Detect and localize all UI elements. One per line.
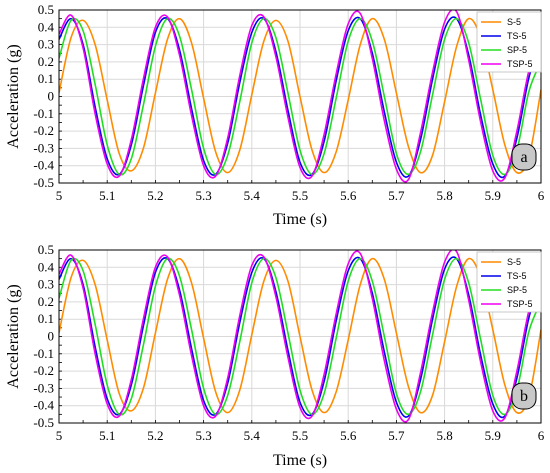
y-tick-label: 0.4: [38, 19, 55, 34]
y-tick-label: -0.5: [33, 415, 54, 430]
panel-badge: [511, 143, 537, 171]
x-tick-label: 5: [56, 428, 63, 443]
y-tick-label: -0.5: [33, 175, 54, 190]
panel-badge: [511, 382, 537, 410]
x-tick-label: 5.3: [195, 428, 211, 443]
x-tick-label: 5.4: [244, 428, 261, 443]
series-line-ts-5: [59, 256, 541, 419]
x-tick-label: 5.4: [244, 188, 261, 203]
legend-label-ts-5: TS-5: [507, 271, 527, 281]
x-tick-label: 5.7: [388, 188, 405, 203]
panel-badge-label: b: [520, 388, 528, 405]
plot-frame: [58, 249, 542, 424]
x-tick-label: 5: [56, 188, 63, 203]
y-tick-label: 0.2: [38, 54, 54, 69]
legend-label-ts-5: TS-5: [507, 31, 527, 41]
y-tick-label: 0.5: [38, 2, 54, 17]
legend-label-s-5: S-5: [507, 257, 521, 267]
legend-label-tsp-5: TSP-5: [507, 299, 533, 309]
legend-label-sp-5: SP-5: [507, 45, 527, 55]
x-tick-label: 5.9: [485, 188, 501, 203]
y-tick-label: -0.4: [33, 398, 54, 413]
y-tick-label: -0.1: [33, 106, 54, 121]
y-tick-label: -0.2: [33, 123, 54, 138]
y-tick-label: 0: [48, 89, 55, 104]
x-tick-label: 6: [538, 428, 545, 443]
series-line-tsp-5: [59, 10, 541, 183]
y-tick-label: -0.1: [33, 346, 54, 361]
panel-badge-label: a: [520, 149, 527, 166]
y-tick-label: 0.1: [38, 311, 54, 326]
series-line-ts-5: [59, 16, 541, 179]
x-tick-label: 5.5: [292, 188, 308, 203]
series-line-tsp-5: [59, 250, 541, 423]
y-tick-label: -0.4: [33, 158, 54, 173]
chart-panel-b: 5 5.1 5.2 5.3 5.4 5.5 5.6 5.7 5.8 5.9 6 0.5 0.4 0.3 0.…: [5, 242, 545, 469]
legend-label-sp-5: SP-5: [507, 285, 527, 295]
legend: S-5 TS-5 SP-5 TSP-5: [476, 251, 542, 313]
x-tick-label: 5.9: [485, 428, 501, 443]
x-tick-label: 5.8: [436, 188, 452, 203]
y-tick-label: 0.4: [38, 259, 55, 274]
x-tick-label: 6: [538, 188, 545, 203]
y-tick-label: 0.5: [38, 242, 54, 257]
y-tick-label: 0: [48, 329, 55, 344]
legend-label-s-5: S-5: [507, 17, 521, 27]
y-tick-label: 0.1: [38, 71, 54, 86]
x-tick-label: 5.2: [147, 428, 163, 443]
x-tick-label: 5.5: [292, 428, 308, 443]
y-tick-label: -0.3: [33, 380, 54, 395]
y-tick-label: -0.2: [33, 363, 54, 378]
y-tick-label: 0.3: [38, 37, 54, 52]
legend: S-5 TS-5 SP-5 TSP-5: [476, 11, 542, 73]
plot-frame: [58, 9, 542, 184]
x-axis-label: Time (s): [273, 452, 327, 469]
y-axis-label: Acceleration (g): [5, 284, 22, 388]
y-axis-label: Acceleration (g): [5, 44, 22, 148]
legend-label-tsp-5: TSP-5: [507, 59, 533, 69]
x-tick-label: 5.1: [99, 188, 115, 203]
x-axis-label: Time (s): [273, 211, 327, 228]
x-tick-label: 5.8: [436, 428, 452, 443]
y-tick-label: -0.3: [33, 140, 54, 155]
x-tick-label: 5.6: [340, 188, 357, 203]
y-tick-label: 0.3: [38, 277, 54, 292]
x-tick-label: 5.6: [340, 428, 357, 443]
x-tick-label: 5.3: [195, 188, 211, 203]
chart-panel-a: 5 5.1 5.2 5.3 5.4 5.5 5.6 5.7 5.8 5.9 6 0.5 0.4 0.3 0.…: [5, 2, 545, 228]
y-tick-label: 0.2: [38, 294, 54, 309]
x-tick-label: 5.7: [388, 428, 405, 443]
x-tick-label: 5.1: [99, 428, 115, 443]
x-tick-label: 5.2: [147, 188, 163, 203]
